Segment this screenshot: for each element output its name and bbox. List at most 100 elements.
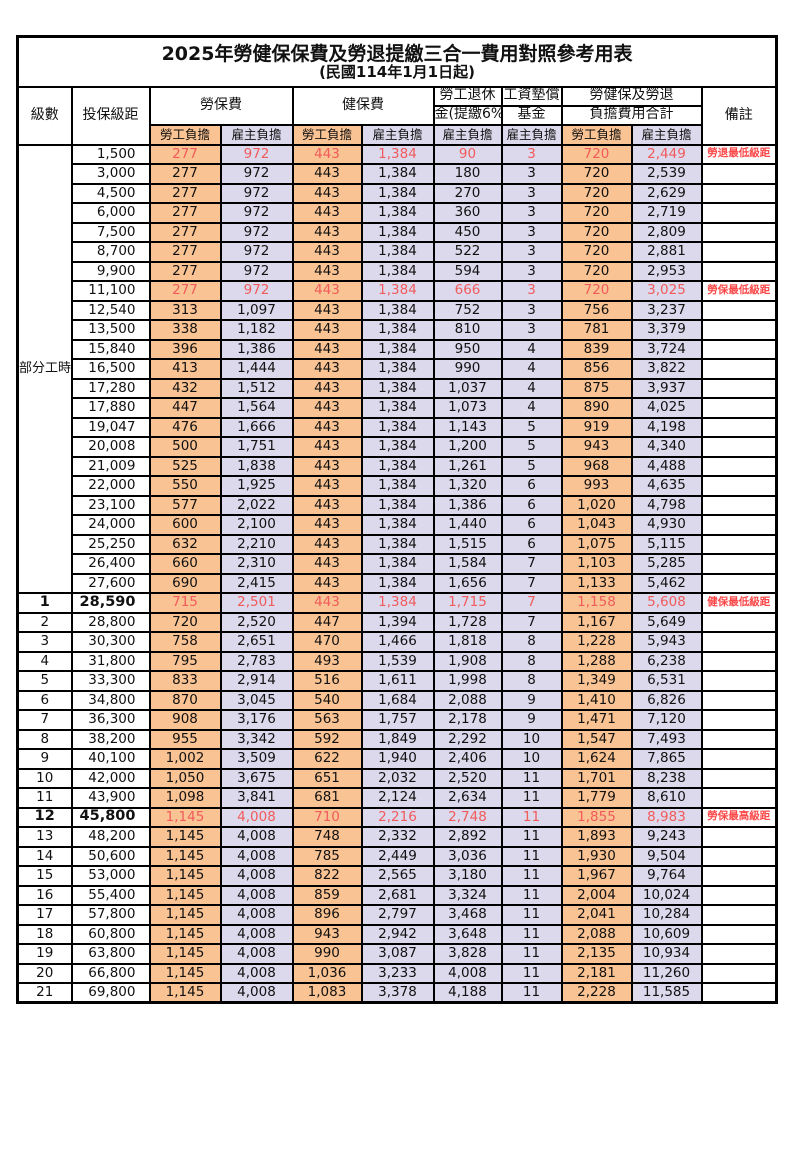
cell-hi-emp: 443: [291, 416, 363, 438]
cell-tot-emp: 1,288: [560, 650, 633, 672]
cell-tot-emp: 1,967: [560, 865, 633, 887]
cell-note: 勞退最低級距: [700, 143, 778, 165]
cell-li-emp: 690: [148, 572, 222, 594]
table-row: 17,880 447 1,564 443 1,384 1,073 4 890 4,025: [18, 397, 778, 419]
cell-tot-er: 6,238: [630, 650, 703, 672]
cell-fund: 3: [500, 182, 563, 204]
cell-tot-emp: 720: [560, 241, 633, 263]
cell-tot-emp: 875: [560, 377, 633, 399]
cell-level: 19: [16, 943, 73, 965]
cell-tot-er: 8,238: [630, 767, 703, 789]
cell-pension: 3,324: [432, 884, 503, 906]
table-row: 14 50,600 1,145 4,008 785 2,449 3,036 11 1,930 9,…: [16, 845, 778, 867]
cell-hi-er: 2,332: [360, 826, 435, 848]
cell-pension: 1,908: [432, 650, 503, 672]
cell-hi-er: 1,384: [360, 221, 435, 243]
cell-li-er: 972: [219, 280, 294, 302]
cell-tot-er: 5,943: [630, 631, 703, 653]
cell-li-er: 2,100: [219, 514, 294, 536]
cell-tot-emp: 1,624: [560, 748, 633, 770]
cell-li-emp: 1,145: [148, 865, 222, 887]
table-row: 20,008 500 1,751 443 1,384 1,200 5 943 4,340: [18, 436, 778, 458]
cell-fund: 3: [500, 319, 563, 341]
cell-tot-er: 5,649: [630, 611, 703, 633]
cell-tot-emp: 720: [560, 221, 633, 243]
table-row: 22,000 550 1,925 443 1,384 1,320 6 993 4,635: [18, 475, 778, 497]
cell-hi-emp: 443: [291, 397, 363, 419]
cell-tot-emp: 919: [560, 416, 633, 438]
cell-tot-emp: 720: [560, 143, 633, 165]
cell-salary: 40,100: [70, 748, 151, 770]
cell-tot-er: 6,531: [630, 670, 703, 692]
cell-hi-er: 3,087: [360, 943, 435, 965]
cell-note: [700, 319, 778, 341]
table-row: 19,047 476 1,666 443 1,384 1,143 5 919 4,198: [18, 416, 778, 438]
cell-salary: 42,000: [70, 767, 151, 789]
cell-pension: 1,200: [432, 436, 503, 458]
cell-hi-er: 1,384: [360, 416, 435, 438]
page-subtitle: (民國114年1月1日起): [319, 63, 475, 82]
cell-fund: 11: [500, 845, 563, 867]
cell-hi-emp: 443: [291, 241, 363, 263]
cell-fund: 11: [500, 767, 563, 789]
cell-fund: 10: [500, 748, 563, 770]
cell-hi-emp: 859: [291, 884, 363, 906]
cell-hi-er: 1,384: [360, 143, 435, 165]
cell-pension: 3,180: [432, 865, 503, 887]
cell-hi-emp: 651: [291, 767, 363, 789]
cell-note: [700, 631, 778, 653]
header-wage-fund-line2: 基金: [500, 104, 563, 126]
cell-pension: 666: [432, 280, 503, 302]
cell-pension: 1,320: [432, 475, 503, 497]
cell-li-er: 4,008: [219, 982, 294, 1004]
cell-fund: 3: [500, 202, 563, 224]
cell-level: 4: [16, 650, 73, 672]
cell-note: [700, 943, 778, 965]
cell-li-er: 1,925: [219, 475, 294, 497]
cell-pension: 3,648: [432, 923, 503, 945]
cell-salary: 43,900: [70, 787, 151, 809]
cell-fund: 3: [500, 299, 563, 321]
cell-salary: 17,280: [70, 377, 151, 399]
cell-note: [700, 904, 778, 926]
cell-fund: 3: [500, 280, 563, 302]
table-row: 21,009 525 1,838 443 1,384 1,261 5 968 4,488: [18, 455, 778, 477]
cell-li-er: 1,097: [219, 299, 294, 321]
cell-li-emp: 1,145: [148, 982, 222, 1004]
cell-li-emp: 1,098: [148, 787, 222, 809]
cell-pension: 990: [432, 358, 503, 380]
cell-li-emp: 720: [148, 611, 222, 633]
table-row: 25,250 632 2,210 443 1,384 1,515 6 1,075 5,115: [18, 533, 778, 555]
cell-tot-emp: 1,893: [560, 826, 633, 848]
cell-tot-er: 4,930: [630, 514, 703, 536]
cell-li-emp: 1,145: [148, 845, 222, 867]
cell-hi-er: 1,384: [360, 514, 435, 536]
cell-note: [700, 163, 778, 185]
header-wage-fund-line1: 工資墊償: [500, 85, 563, 107]
cell-tot-emp: 781: [560, 319, 633, 341]
cell-salary: 66,800: [70, 962, 151, 984]
cell-level: 16: [16, 884, 73, 906]
cell-tot-er: 3,379: [630, 319, 703, 341]
cell-tot-emp: 1,228: [560, 631, 633, 653]
cell-hi-emp: 681: [291, 787, 363, 809]
cell-level: 3: [16, 631, 73, 653]
cell-salary: 1,500: [70, 143, 151, 165]
cell-fund: 4: [500, 358, 563, 380]
cell-hi-emp: 943: [291, 923, 363, 945]
cell-note: [700, 533, 778, 555]
header-labor-insurance: 勞保費: [148, 85, 294, 126]
cell-li-er: 1,512: [219, 377, 294, 399]
cell-li-emp: 1,145: [148, 923, 222, 945]
header-pension-line1: 勞工退休: [432, 85, 503, 107]
cell-pension: 1,584: [432, 553, 503, 575]
cell-salary: 31,800: [70, 650, 151, 672]
header-note: 備註: [700, 85, 778, 146]
cell-hi-er: 1,466: [360, 631, 435, 653]
cell-hi-er: 3,378: [360, 982, 435, 1004]
cell-fund: 3: [500, 241, 563, 263]
cell-li-er: 2,783: [219, 650, 294, 672]
cell-note: [700, 748, 778, 770]
cell-salary: 23,100: [70, 494, 151, 516]
cell-note: [700, 260, 778, 282]
